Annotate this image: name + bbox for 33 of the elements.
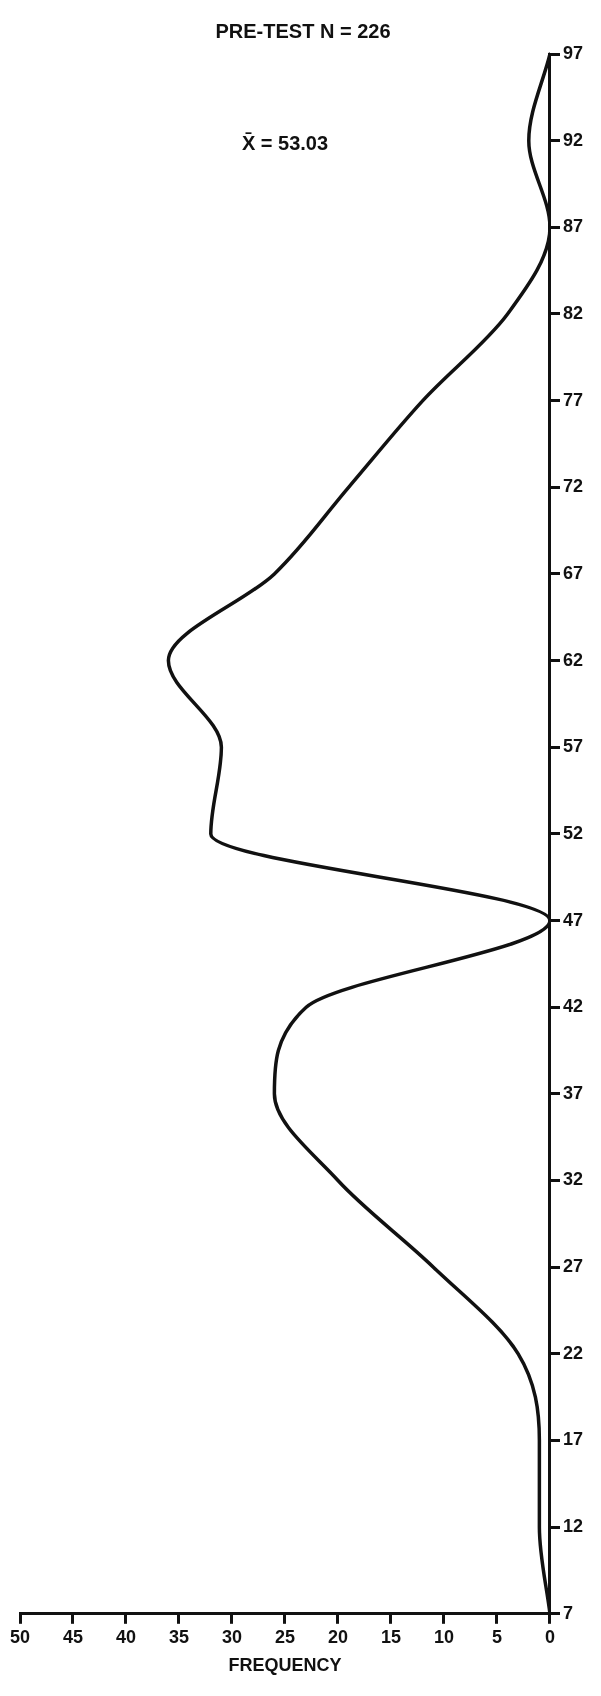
y-tick-label: 52 [562,822,584,843]
y-tick-label: 37 [562,1082,584,1103]
y-tick-label: 82 [562,302,584,323]
x-tick-label: 50 [9,1626,31,1647]
x-tick-label: 5 [491,1626,502,1647]
x-tick-label: 35 [168,1626,190,1647]
x-tick-label: 45 [62,1626,84,1647]
y-tick-label: 72 [562,476,584,497]
y-tick-label: 97 [562,42,584,63]
y-tick-label: 32 [562,1169,584,1190]
x-tick-label: 10 [433,1626,454,1647]
y-tick-label: 7 [562,1602,573,1623]
x-tick-label: 0 [544,1626,555,1647]
y-tick-label: 62 [562,649,584,670]
y-tick-label: 92 [562,129,584,150]
y-tick-label: 27 [562,1256,584,1277]
x-tick-label: 30 [221,1626,243,1647]
chart-title: PRE-TEST N = 226 [215,19,391,42]
x-tick-label: 25 [274,1626,295,1647]
y-tick-label: 67 [562,562,584,583]
y-tick-label: 22 [562,1342,584,1363]
y-tick-label: 47 [562,909,584,930]
x-axis-title: FREQUENCY [228,1655,342,1676]
x-tick-label: 40 [115,1626,137,1647]
x-tick-label: 15 [380,1626,401,1647]
y-tick-label: 17 [562,1429,584,1450]
y-tick-label: 87 [562,216,584,237]
y-tick-label: 57 [562,736,584,757]
y-tick-label: 12 [562,1516,584,1537]
x-tick-label: 20 [327,1626,348,1647]
y-tick-label: 42 [562,996,584,1017]
annotation: X̄ = 53.03 [241,131,329,154]
y-tick-label: 77 [562,389,584,410]
